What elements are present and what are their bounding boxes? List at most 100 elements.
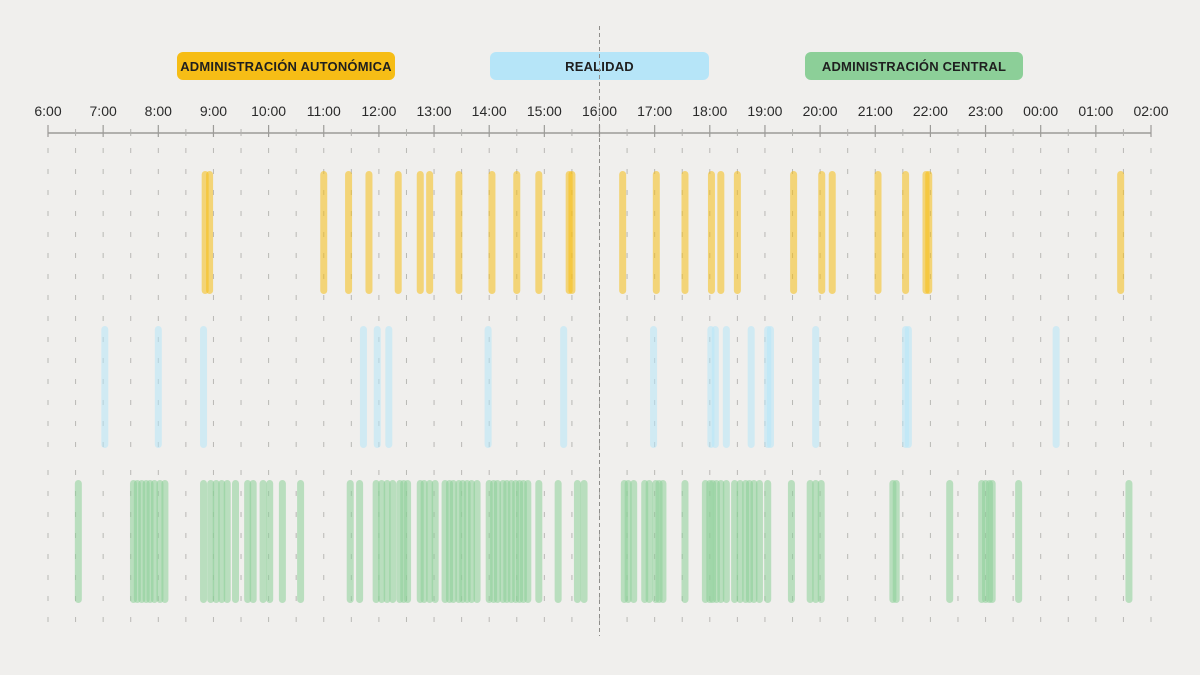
event-bar: [373, 326, 381, 448]
event-bar: [346, 480, 354, 603]
event-bar: [150, 480, 158, 603]
x-tick-label: 15:00: [527, 103, 562, 119]
event-bar: [426, 171, 434, 294]
event-bar: [345, 171, 353, 294]
x-tick-label: 02:00: [1133, 103, 1168, 119]
x-tick-label: 14:00: [472, 103, 507, 119]
x-tick-label: 19:00: [747, 103, 782, 119]
event-bar: [812, 326, 820, 448]
event-bar: [1052, 326, 1060, 448]
event-bar: [513, 171, 521, 294]
event-bar: [259, 480, 267, 603]
event-bar: [244, 480, 252, 603]
event-bar: [580, 480, 588, 603]
event-bar: [650, 326, 658, 448]
legend-badge-central: ADMINISTRACIÓN CENTRAL: [805, 52, 1023, 80]
x-tick-label: 17:00: [637, 103, 672, 119]
event-bar: [493, 480, 501, 603]
event-bar: [488, 171, 496, 294]
event-bar: [874, 171, 882, 294]
event-bar: [750, 480, 758, 603]
event-bar: [385, 326, 393, 448]
event-bar: [568, 171, 576, 294]
event-bar: [652, 171, 660, 294]
event-bar: [383, 480, 391, 603]
event-bar: [736, 480, 744, 603]
event-bar: [524, 480, 532, 603]
event-bar: [200, 480, 208, 603]
x-tick-label: 01:00: [1078, 103, 1113, 119]
event-bar: [722, 480, 730, 603]
event-bar: [365, 171, 373, 294]
event-bar: [766, 326, 774, 448]
event-bar: [731, 480, 739, 603]
event-bar: [812, 480, 820, 603]
x-tick-label: 22:00: [913, 103, 948, 119]
event-bar: [161, 480, 169, 603]
event-bar: [378, 480, 386, 603]
event-bar: [232, 480, 240, 603]
x-tick-label: 10:00: [251, 103, 286, 119]
x-tick-label: 00:00: [1023, 103, 1058, 119]
x-tick-label: 12:00: [361, 103, 396, 119]
event-bar: [904, 326, 912, 448]
event-bar: [554, 480, 562, 603]
event-bar: [404, 480, 412, 603]
event-bar: [278, 480, 286, 603]
x-tick-label: 23:00: [968, 103, 1003, 119]
event-bar: [817, 480, 825, 603]
event-bar: [484, 326, 492, 448]
event-bar: [806, 480, 814, 603]
event-bar: [455, 171, 463, 294]
event-bar: [535, 171, 543, 294]
event-bar: [320, 171, 328, 294]
event-bar: [468, 480, 476, 603]
event-bar: [790, 171, 798, 294]
event-bar: [787, 480, 795, 603]
event-bar: [681, 171, 689, 294]
event-bar: [426, 480, 434, 603]
event-bar: [1015, 480, 1023, 603]
event-bar: [449, 480, 457, 603]
event-bar: [717, 171, 725, 294]
event-bar: [101, 326, 109, 448]
event-bar: [902, 171, 910, 294]
event-bar: [266, 480, 274, 603]
event-bar: [925, 171, 933, 294]
x-tick-label: 20:00: [803, 103, 838, 119]
event-bar: [717, 480, 725, 603]
event-bar: [733, 171, 741, 294]
event-bar: [988, 480, 996, 603]
event-bar: [764, 480, 772, 603]
x-tick-label: 21:00: [858, 103, 893, 119]
event-bar: [356, 480, 364, 603]
event-bar: [560, 326, 568, 448]
event-bar: [223, 480, 231, 603]
event-bar: [74, 480, 82, 603]
event-bar: [707, 171, 715, 294]
x-tick-label: 7:00: [90, 103, 117, 119]
event-bar: [473, 480, 481, 603]
event-bar: [212, 480, 220, 603]
event-bar: [389, 480, 397, 603]
legend-badge-autonomica: ADMINISTRACIÓN AUTONÓMICA: [177, 52, 395, 80]
event-bar: [946, 480, 954, 603]
event-bar: [828, 171, 836, 294]
event-bar: [1117, 171, 1125, 294]
x-tick-label: 8:00: [145, 103, 172, 119]
event-bar: [681, 480, 689, 603]
x-tick-label: 6:00: [34, 103, 61, 119]
x-tick-label: 13:00: [417, 103, 452, 119]
event-bar: [218, 480, 226, 603]
event-bar: [722, 326, 730, 448]
x-tick-label: 9:00: [200, 103, 227, 119]
event-bar: [394, 171, 402, 294]
event-bar: [711, 326, 719, 448]
event-bar: [431, 480, 439, 603]
event-bar: [372, 480, 380, 603]
event-bar: [359, 326, 367, 448]
event-bar: [200, 326, 208, 448]
event-bar: [297, 480, 305, 603]
event-bar: [573, 480, 581, 603]
